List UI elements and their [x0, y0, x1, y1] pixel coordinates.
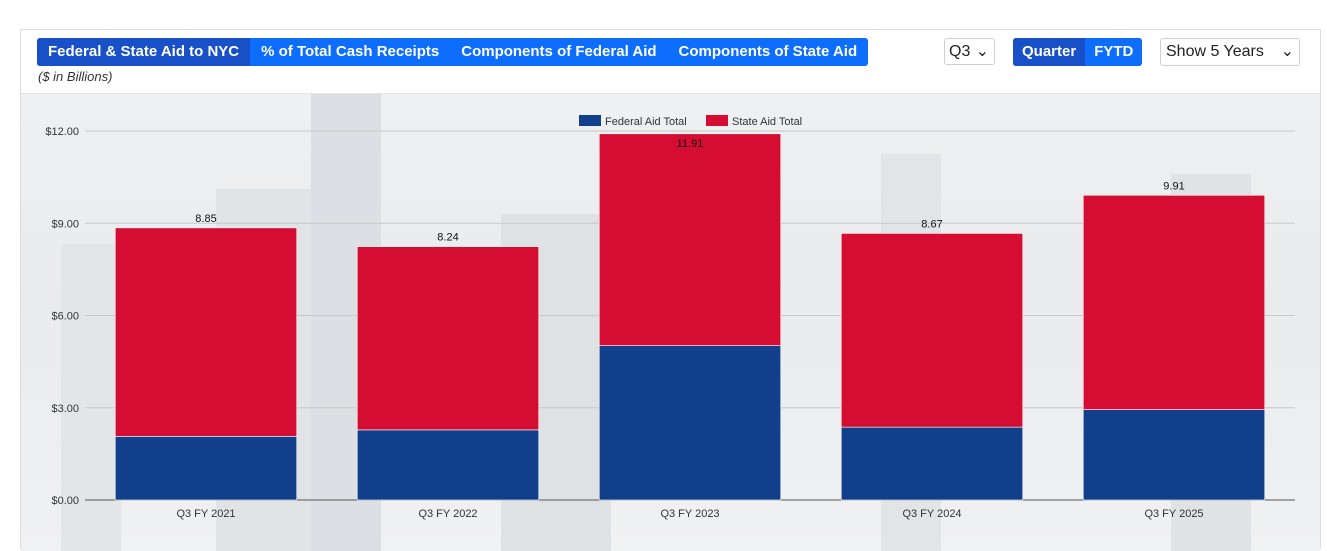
- bar-state-aid[interactable]: [840, 233, 1024, 428]
- x-tick-label: Q3 FY 2022: [418, 508, 477, 520]
- y-tick-label: $9.00: [51, 218, 79, 230]
- chart-area: $0.00 $3.00 $6.00 $9.00 $12.00 8.85 Q3 FY 202…: [21, 93, 1320, 551]
- bar-total-label: 8.24: [437, 232, 458, 244]
- bar-total-label: 9.91: [1163, 180, 1184, 192]
- bar-federal-aid[interactable]: [840, 426, 1024, 501]
- tab-percent-cash-receipts[interactable]: % of Total Cash Receipts: [261, 43, 440, 60]
- bar-federal-aid[interactable]: [1082, 409, 1266, 501]
- bar-state-aid[interactable]: [356, 246, 540, 431]
- legend-swatch-state: [706, 115, 728, 126]
- view-tabs: Federal & State Aid to NYC % of Total Ca…: [37, 38, 869, 66]
- chevron-down-icon: ⌄: [975, 43, 989, 60]
- legend-swatch-federal: [579, 115, 601, 126]
- x-tick-label: Q3 FY 2023: [660, 508, 719, 520]
- tab-federal-state-aid[interactable]: Federal & State Aid to NYC: [37, 38, 251, 66]
- y-tick-label: $0.00: [51, 495, 79, 507]
- units-subtitle: ($ in Billions): [38, 69, 113, 84]
- bar-federal-aid[interactable]: [356, 429, 540, 501]
- years-select[interactable]: Show 5 Years ⌄: [1160, 38, 1300, 66]
- period-toggle: Quarter FYTD: [1013, 38, 1143, 66]
- quarter-select-value: Q3: [949, 43, 971, 60]
- chevron-down-icon: ⌄: [1280, 43, 1294, 60]
- bar-federal-aid[interactable]: [114, 436, 298, 501]
- years-select-value: Show 5 Years: [1166, 43, 1264, 60]
- tab-components-state-aid[interactable]: Components of State Aid: [678, 43, 858, 60]
- stacked-bar-chart: $0.00 $3.00 $6.00 $9.00 $12.00 8.85 Q3 FY 202…: [45, 94, 1295, 551]
- bar-state-aid[interactable]: [598, 133, 782, 346]
- bar-total-label: 11.91: [677, 138, 704, 150]
- y-tick-label: $12.00: [45, 126, 79, 138]
- bar-state-aid[interactable]: [114, 227, 298, 437]
- chart-card: Federal & State Aid to NYC % of Total Ca…: [20, 29, 1321, 551]
- x-tick-label: Q3 FY 2021: [176, 508, 235, 520]
- bar-total-label: 8.85: [195, 213, 216, 225]
- x-tick-label: Q3 FY 2024: [902, 508, 961, 520]
- quarter-select[interactable]: Q3 ⌄: [944, 38, 995, 65]
- tab-components-federal-aid[interactable]: Components of Federal Aid: [461, 43, 657, 60]
- legend-label-state[interactable]: State Aid Total: [732, 116, 802, 128]
- bar-total-label: 8.67: [921, 218, 942, 230]
- toggle-quarter[interactable]: Quarter: [1013, 38, 1086, 66]
- bar-state-aid[interactable]: [1082, 194, 1266, 410]
- legend-label-federal[interactable]: Federal Aid Total: [605, 116, 687, 128]
- y-tick-label: $3.00: [51, 403, 79, 415]
- y-tick-label: $6.00: [51, 311, 79, 323]
- bar-federal-aid[interactable]: [598, 345, 782, 501]
- toggle-fytd[interactable]: FYTD: [1094, 43, 1134, 60]
- x-tick-label: Q3 FY 2025: [1144, 508, 1203, 520]
